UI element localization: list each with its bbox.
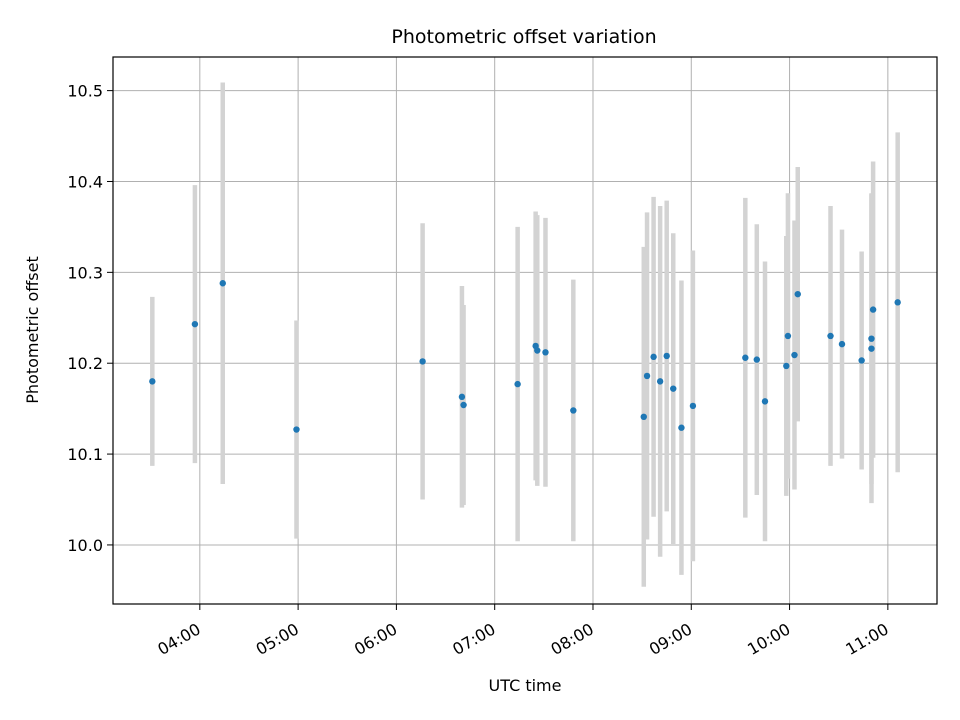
y-tick-label: 10.1 bbox=[67, 445, 103, 464]
data-point bbox=[869, 306, 877, 313]
data-point bbox=[791, 351, 798, 359]
data-point bbox=[663, 352, 670, 360]
data-point bbox=[742, 354, 749, 361]
chart-title: Photometric offset variation bbox=[391, 26, 656, 48]
data-point bbox=[753, 356, 761, 363]
data-point bbox=[534, 347, 541, 354]
y-tick-label: 10.2 bbox=[67, 354, 103, 373]
data-point bbox=[838, 340, 846, 348]
data-point bbox=[570, 407, 577, 414]
data-point bbox=[783, 362, 790, 370]
data-point bbox=[514, 380, 521, 388]
data-point bbox=[293, 426, 300, 433]
data-point bbox=[656, 378, 664, 385]
data-point bbox=[149, 378, 156, 385]
data-point bbox=[827, 332, 834, 340]
y-tick-label: 10.4 bbox=[67, 172, 103, 191]
data-point bbox=[678, 424, 685, 431]
data-point bbox=[191, 320, 199, 328]
data-point bbox=[640, 413, 647, 421]
data-point bbox=[650, 353, 657, 361]
data-point bbox=[784, 332, 792, 340]
data-point bbox=[542, 349, 549, 356]
y-tick-label: 10.0 bbox=[67, 536, 103, 555]
data-points bbox=[149, 280, 901, 433]
data-point bbox=[761, 398, 769, 405]
data-point bbox=[460, 401, 467, 409]
data-point bbox=[219, 280, 226, 287]
x-axis-label: UTC time bbox=[489, 676, 562, 695]
data-point bbox=[643, 372, 651, 380]
data-point bbox=[670, 385, 677, 392]
data-point bbox=[689, 402, 697, 410]
data-point bbox=[794, 290, 801, 298]
data-point bbox=[868, 335, 875, 342]
y-tick-label: 10.5 bbox=[67, 82, 103, 101]
data-point bbox=[858, 357, 865, 364]
data-point bbox=[868, 345, 875, 352]
data-point bbox=[458, 393, 466, 401]
plot-frame bbox=[112, 56, 938, 605]
y-axis-label: Photometric offset bbox=[23, 256, 42, 404]
y-axis-ticks: 10.0 10.1 10.2 10.3 10.4 10.5 bbox=[67, 82, 113, 555]
data-point bbox=[894, 299, 901, 306]
data-point bbox=[419, 358, 426, 365]
y-tick-label: 10.3 bbox=[67, 263, 103, 282]
